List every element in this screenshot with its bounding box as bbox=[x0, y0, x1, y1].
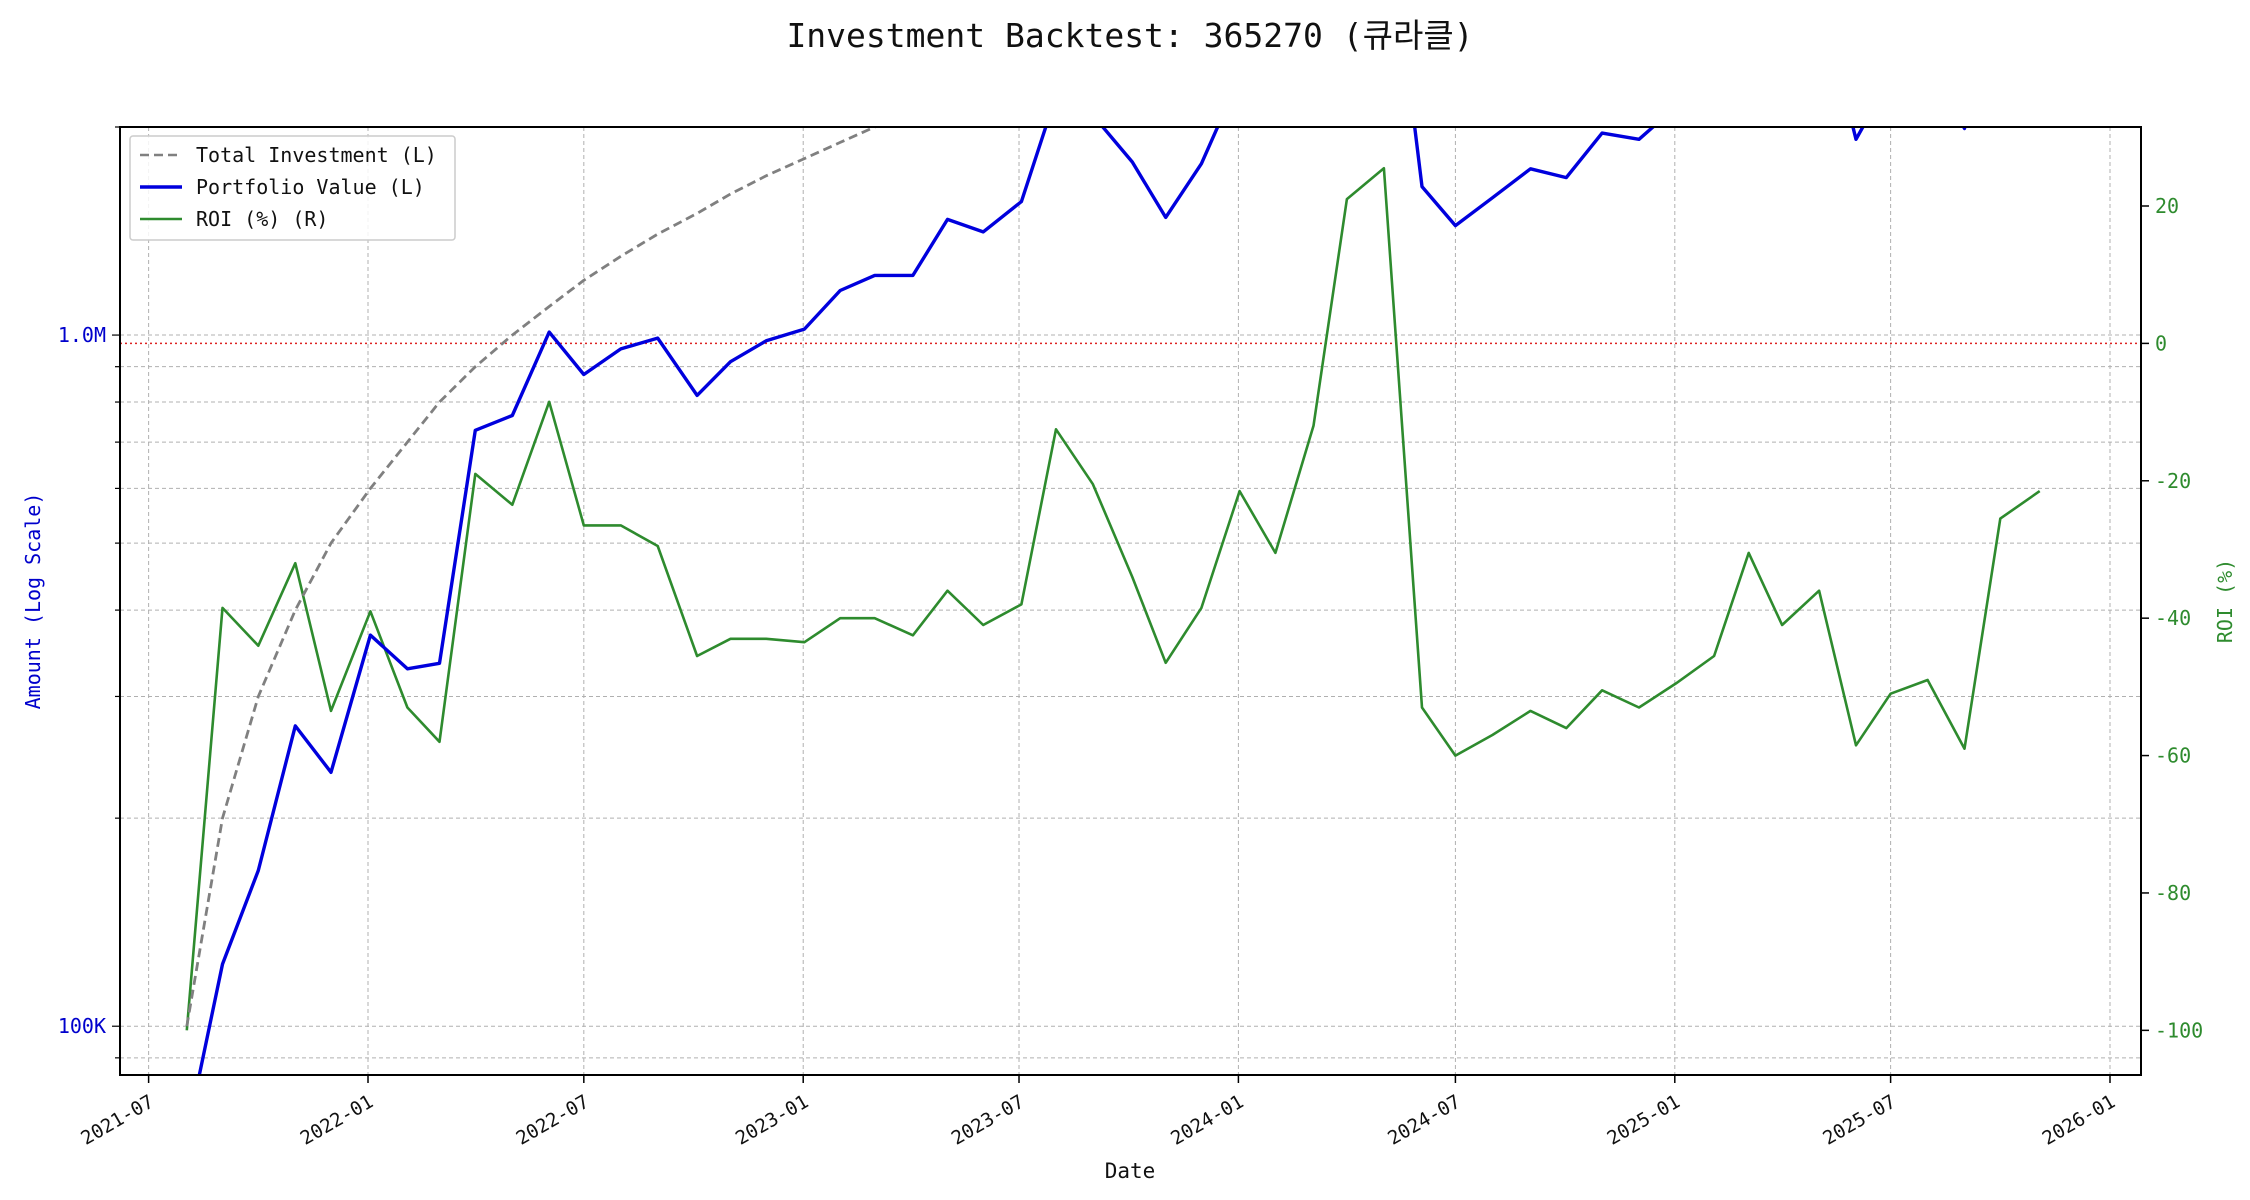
legend-label: Total Investment (L) bbox=[196, 143, 437, 167]
roi-line bbox=[185, 166, 2041, 1031]
x-tick-label: 2022-01 bbox=[297, 1091, 377, 1150]
left-tick-label: 1.0M bbox=[58, 323, 106, 347]
total-investment-line bbox=[185, 127, 879, 1027]
right-tick-label: -20 bbox=[2155, 469, 2191, 493]
x-tick-label: 2025-07 bbox=[1819, 1091, 1899, 1150]
x-tick-label: 2022-07 bbox=[513, 1091, 593, 1150]
x-tick-label: 2024-07 bbox=[1384, 1091, 1464, 1150]
legend: Total Investment (L) Portfolio Value (L) R… bbox=[129, 135, 456, 241]
x-tick-label: 2025-01 bbox=[1603, 1091, 1683, 1150]
right-axis-label: ROI (%) bbox=[2213, 559, 2237, 643]
legend-label: ROI (%) (R) bbox=[196, 207, 328, 231]
right-tick-label: -80 bbox=[2155, 881, 2191, 905]
right-tick-label: -60 bbox=[2155, 744, 2191, 768]
x-tick-label: 2023-07 bbox=[948, 1091, 1028, 1150]
x-axis-label: Date bbox=[1105, 1159, 1156, 1183]
x-tick-label: 2023-01 bbox=[732, 1091, 812, 1150]
left-axis-label: Amount (Log Scale) bbox=[21, 493, 45, 710]
x-tick-label: 2026-01 bbox=[2039, 1091, 2119, 1150]
legend-box bbox=[129, 135, 456, 241]
left-tick-label: 100K bbox=[58, 1014, 106, 1038]
legend-label: Portfolio Value (L) bbox=[196, 175, 425, 199]
right-tick-label: 0 bbox=[2155, 331, 2167, 355]
x-tick-label: 2021-07 bbox=[77, 1091, 157, 1150]
right-tick-label: -40 bbox=[2155, 606, 2191, 630]
plot-frame bbox=[119, 126, 2142, 1076]
right-tick-label: -100 bbox=[2155, 1018, 2203, 1042]
series-layer bbox=[120, 127, 2141, 1075]
grid-layer bbox=[120, 126, 2141, 1075]
x-tick-label: 2024-01 bbox=[1167, 1091, 1247, 1150]
portfolio-value-line bbox=[197, 127, 1967, 1075]
chart-title: Investment Backtest: 365270 (큐라클) bbox=[786, 16, 1473, 55]
right-tick-label: 20 bbox=[2155, 194, 2179, 218]
